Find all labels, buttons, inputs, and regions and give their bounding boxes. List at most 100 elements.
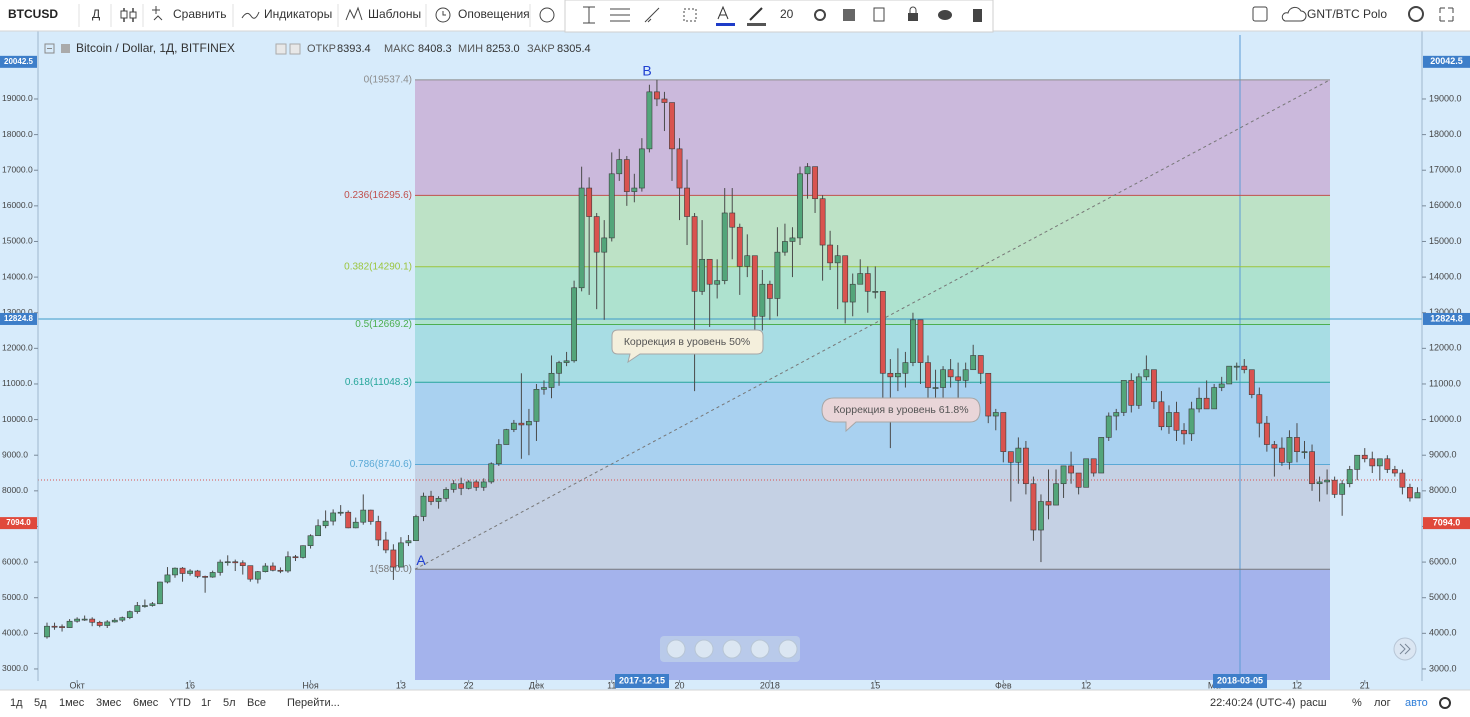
candle-body	[872, 291, 879, 293]
candle-body	[51, 625, 58, 628]
ohlc-label: ЗАКР	[527, 43, 555, 55]
y-tick-label: 13000.0	[2, 307, 33, 317]
y-tick-label: 10000.0	[1429, 414, 1462, 424]
fullscreen-button[interactable]	[1439, 7, 1454, 22]
candle-body	[398, 542, 404, 568]
x-tick-label: 11	[607, 680, 616, 690]
candle-body	[510, 422, 517, 430]
y-tick-label: 3000.0	[2, 663, 28, 673]
callout-text: Коррекция в уровень 50%	[624, 336, 750, 348]
toolbar-button[interactable]: Шаблоны	[368, 7, 421, 21]
symbol-input[interactable]: BTCUSD	[8, 7, 58, 21]
candle-body	[744, 255, 751, 267]
y-tick-label: 18000.0	[1429, 129, 1462, 139]
visibility-tool[interactable]	[938, 10, 952, 20]
range-button[interactable]: YTD	[169, 697, 191, 709]
candle-body	[556, 362, 562, 374]
candle-body	[269, 565, 276, 571]
candle-body	[1309, 451, 1315, 485]
price-label: 20042.5	[1430, 56, 1463, 66]
candle-body	[1083, 458, 1090, 488]
lock-tool[interactable]	[908, 13, 918, 21]
legend-button[interactable]	[289, 43, 301, 55]
ohlc-label: ОТКР	[307, 43, 336, 55]
scale-option[interactable]: авто	[1405, 697, 1428, 709]
y-tick-label: 19000.0	[1429, 93, 1462, 103]
ohlc-value: 8393.4	[337, 43, 371, 55]
scroll-right-button[interactable]	[778, 639, 798, 659]
candle-body	[571, 287, 577, 362]
lines-tool[interactable]	[610, 8, 630, 22]
icon-part	[442, 11, 446, 16]
fill-tool[interactable]	[843, 9, 855, 21]
candle-body	[202, 576, 209, 578]
range-button[interactable]: 1г	[201, 697, 211, 709]
candle-body	[239, 562, 246, 566]
text-color-tool[interactable]	[717, 5, 729, 20]
scale-option[interactable]: %	[1352, 697, 1362, 709]
range-button[interactable]: Все	[247, 697, 266, 709]
brush-tool[interactable]	[644, 7, 660, 23]
candle-body	[1226, 365, 1233, 385]
fullscreen-box[interactable]	[1252, 6, 1268, 22]
replay-icon[interactable]	[539, 7, 555, 23]
collapse-icon[interactable]	[44, 43, 55, 54]
reset-button[interactable]	[722, 639, 742, 659]
candle-body	[488, 463, 495, 483]
zoom-out-button[interactable]	[694, 639, 714, 659]
candle-body	[1038, 501, 1044, 531]
range-button[interactable]: 3мес	[96, 697, 122, 709]
candle-body	[382, 539, 389, 551]
scroll-left-button[interactable]	[666, 639, 686, 659]
goto-date-button[interactable]: Перейти...	[287, 697, 340, 709]
range-button[interactable]: 1д	[10, 697, 23, 709]
candle-body	[428, 495, 434, 502]
candle-body	[669, 102, 675, 150]
candle-body	[902, 362, 909, 374]
candle-body	[1158, 401, 1165, 428]
range-button[interactable]: 5л	[223, 697, 236, 709]
clone-tool[interactable]	[873, 7, 885, 22]
toolbar-button[interactable]: Сравнить	[173, 7, 226, 21]
candle-body	[1151, 369, 1157, 403]
candle-body	[503, 429, 510, 445]
y-tick-label: 9000.0	[2, 449, 28, 459]
range-button[interactable]: 6мес	[133, 697, 159, 709]
range-button[interactable]: 1мес	[59, 697, 85, 709]
text-tool[interactable]	[583, 6, 595, 24]
scale-option[interactable]: расш	[1300, 697, 1327, 709]
settings-tool[interactable]	[814, 9, 826, 21]
zoom-in-button[interactable]	[750, 639, 770, 659]
delete-tool[interactable]	[973, 9, 982, 22]
price-label-box	[0, 517, 37, 530]
y-tick-label: 8000.0	[2, 485, 28, 495]
scale-option[interactable]: лог	[1374, 697, 1391, 709]
fib-level-label: 0.786(8740.6)	[350, 459, 412, 470]
callout: Коррекция в уровень 50%	[611, 329, 764, 364]
y-tick-label: 10000.0	[2, 414, 33, 424]
candle-body	[126, 611, 133, 618]
candle-body	[172, 567, 178, 576]
candle-body	[337, 511, 344, 514]
toolbar-button[interactable]: Оповещения	[458, 7, 530, 21]
line-color-tool[interactable]	[749, 7, 763, 21]
candle-body	[977, 355, 984, 374]
right-axis-panel	[1422, 31, 1470, 681]
candle-body	[638, 148, 645, 189]
chart-settings-button[interactable]	[1439, 697, 1451, 709]
clock: 22:40:24 (UTC-4)	[1210, 697, 1296, 709]
candle-body	[458, 483, 465, 489]
y-tick-label: 19000.0	[2, 93, 33, 103]
fib-level-label: 0.236(16295.6)	[344, 190, 412, 201]
range-button[interactable]: 5д	[34, 697, 47, 709]
interval-button[interactable]: Д	[92, 7, 100, 21]
chart-navigation	[660, 636, 1417, 662]
watchlist-button[interactable]: GNT/BTC Polo	[1307, 7, 1387, 21]
font-size-button[interactable]: 20	[780, 7, 794, 21]
toolbar-button[interactable]: Индикаторы	[264, 7, 332, 21]
candle-body	[1248, 369, 1255, 395]
candle-body	[1173, 412, 1180, 431]
settings-button[interactable]	[1408, 6, 1424, 22]
area-tool[interactable]	[683, 8, 697, 22]
legend-button[interactable]	[275, 43, 287, 55]
